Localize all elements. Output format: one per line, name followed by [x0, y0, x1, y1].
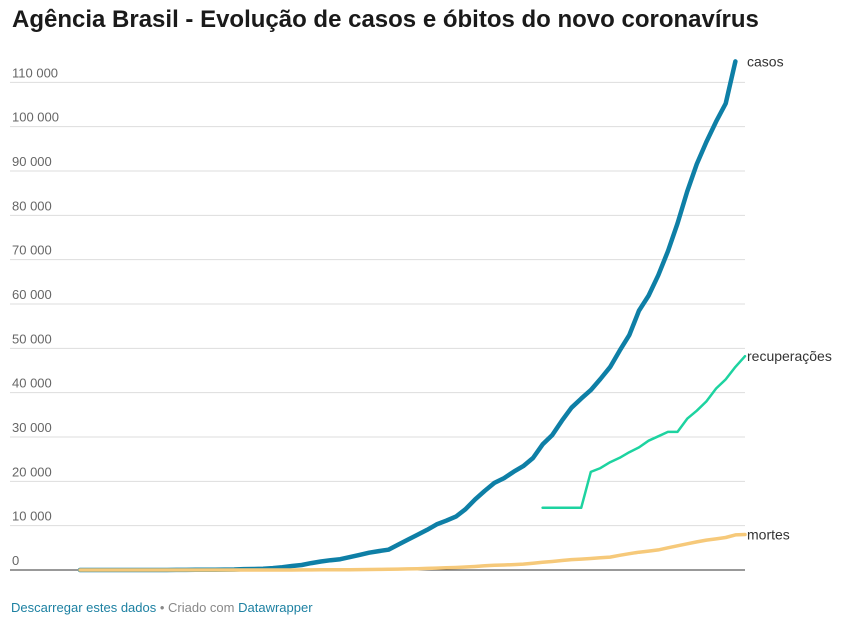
y-tick-label: 30 000	[12, 420, 52, 435]
chart-title: Agência Brasil - Evolução de casos e óbi…	[12, 6, 759, 33]
series-label-casos: casos	[747, 53, 784, 69]
series-label-mortes: mortes	[747, 527, 790, 543]
y-tick-label: 20 000	[12, 464, 52, 479]
gridlines	[10, 81, 745, 571]
y-tick-label: 50 000	[12, 331, 52, 346]
series-lines	[77, 59, 747, 573]
series-line-recuperações	[541, 354, 747, 510]
y-tick-label: 110 000	[12, 65, 58, 80]
footer: Descarregar estes dados • Criado com Dat…	[11, 600, 313, 615]
series-line-casos	[77, 59, 738, 573]
y-tick-label: 100 000	[12, 110, 59, 125]
line-chart: 0 10 000 20 000 30 000 40 000 50 000 60 000 70 …	[10, 53, 832, 573]
y-axis-ticks: 0 10 000 20 000 30 000 40 000 50 000 60 000 70 …	[12, 65, 59, 568]
y-tick-label: 70 000	[12, 243, 52, 258]
datawrapper-link[interactable]: Datawrapper	[238, 600, 313, 615]
footer-separator: • Criado com	[156, 600, 239, 615]
y-tick-label: 40 000	[12, 376, 52, 391]
y-tick-label: 80 000	[12, 198, 52, 213]
series-label-recuperações: recuperações	[747, 348, 832, 364]
y-tick-label: 60 000	[12, 287, 52, 302]
y-tick-label: 90 000	[12, 154, 52, 169]
series-labels: casos recuperações mortes	[747, 53, 832, 542]
y-tick-label: 0	[12, 553, 19, 568]
download-data-link[interactable]: Descarregar estes dados	[11, 600, 157, 615]
y-tick-label: 10 000	[12, 509, 52, 524]
series-line-mortes	[78, 532, 747, 572]
